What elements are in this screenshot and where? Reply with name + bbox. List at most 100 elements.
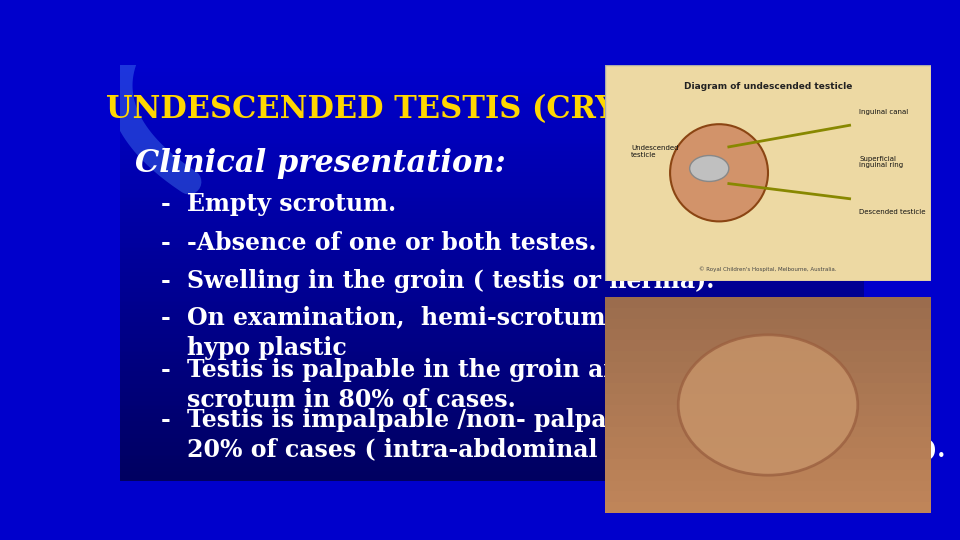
Bar xyxy=(120,69,864,73)
Bar xyxy=(120,98,864,102)
Bar xyxy=(605,394,931,405)
Bar xyxy=(120,173,864,177)
Bar xyxy=(120,273,864,277)
Bar xyxy=(120,306,864,310)
Bar xyxy=(120,360,864,364)
Bar xyxy=(120,206,864,210)
Bar xyxy=(120,168,864,173)
Bar xyxy=(605,308,931,319)
Bar xyxy=(120,102,864,106)
Bar xyxy=(120,244,864,248)
Text: -: - xyxy=(161,358,171,382)
Text: UNDESCENDED TESTIS (CRYPTORCHDISM): UNDESCENDED TESTIS (CRYPTORCHDISM) xyxy=(106,94,878,125)
Bar xyxy=(605,491,931,502)
Bar xyxy=(120,402,864,406)
Bar xyxy=(605,351,931,362)
Bar xyxy=(120,414,864,418)
Bar xyxy=(120,94,864,98)
Bar xyxy=(120,82,864,85)
Bar xyxy=(605,470,931,481)
Bar xyxy=(120,368,864,373)
Bar xyxy=(120,356,864,360)
Bar xyxy=(120,476,864,481)
Bar xyxy=(120,160,864,165)
Bar xyxy=(120,111,864,114)
Bar xyxy=(605,329,931,340)
Bar xyxy=(605,416,931,427)
Text: -: - xyxy=(161,192,171,215)
Bar xyxy=(120,90,864,94)
Bar xyxy=(120,327,864,331)
Bar xyxy=(120,277,864,281)
Bar xyxy=(605,383,931,394)
Bar xyxy=(605,319,931,329)
Bar xyxy=(120,181,864,185)
Text: Descended testicle: Descended testicle xyxy=(859,208,925,215)
Text: © Royal Children's Hospital, Melbourne, Australia.: © Royal Children's Hospital, Melbourne, … xyxy=(699,267,837,272)
Bar xyxy=(120,260,864,265)
Bar xyxy=(120,114,864,119)
Bar xyxy=(120,219,864,223)
Bar xyxy=(120,439,864,443)
Bar xyxy=(120,214,864,219)
Bar xyxy=(120,265,864,268)
Bar xyxy=(120,65,864,69)
Circle shape xyxy=(689,156,729,181)
Bar xyxy=(120,331,864,335)
Text: Empty scrotum.: Empty scrotum. xyxy=(187,192,396,215)
Text: Swelling in the groin ( testis or hernia).: Swelling in the groin ( testis or hernia… xyxy=(187,268,714,293)
Bar xyxy=(120,256,864,260)
Bar xyxy=(120,285,864,289)
Bar xyxy=(120,190,864,194)
Bar xyxy=(120,294,864,298)
Bar xyxy=(120,456,864,460)
Bar xyxy=(120,85,864,90)
Text: Testis is palpable in the groin and fails to comedown to
scrotum in 80% of cases: Testis is palpable in the groin and fail… xyxy=(187,358,920,411)
Bar xyxy=(120,422,864,427)
Bar xyxy=(120,194,864,198)
Bar xyxy=(120,302,864,306)
Bar xyxy=(120,364,864,368)
Bar xyxy=(120,348,864,352)
Bar xyxy=(120,123,864,127)
Text: Superficial
inguinal ring: Superficial inguinal ring xyxy=(859,156,903,168)
Bar xyxy=(120,472,864,476)
Bar xyxy=(120,397,864,402)
Bar xyxy=(605,427,931,437)
Bar xyxy=(120,252,864,256)
Bar xyxy=(120,319,864,322)
Text: Inguinal canal: Inguinal canal xyxy=(859,109,909,116)
Text: On examination,  hemi-scrotum is underdeveloped/
hypo plastic: On examination, hemi-scrotum is underdev… xyxy=(187,306,864,360)
Bar xyxy=(605,362,931,373)
Bar xyxy=(605,373,931,383)
Text: -: - xyxy=(161,408,171,432)
Bar xyxy=(120,314,864,319)
Bar xyxy=(120,281,864,285)
Text: Undescended
testicle: Undescended testicle xyxy=(631,145,679,158)
Bar xyxy=(605,405,931,416)
Bar xyxy=(120,385,864,389)
Bar xyxy=(120,235,864,239)
Bar xyxy=(120,165,864,168)
Bar xyxy=(120,435,864,439)
Bar xyxy=(120,136,864,140)
Bar xyxy=(120,177,864,181)
Bar xyxy=(120,381,864,385)
Bar xyxy=(120,389,864,393)
Bar xyxy=(120,406,864,410)
Bar xyxy=(605,459,931,470)
Bar xyxy=(120,73,864,77)
Bar xyxy=(120,119,864,123)
Bar xyxy=(605,340,931,351)
Bar xyxy=(120,339,864,343)
Bar xyxy=(120,248,864,252)
Bar xyxy=(120,231,864,235)
Bar xyxy=(120,298,864,302)
Bar xyxy=(605,481,931,491)
Bar xyxy=(120,443,864,447)
Bar xyxy=(120,431,864,435)
Bar xyxy=(120,410,864,414)
Text: -Absence of one or both testes.: -Absence of one or both testes. xyxy=(187,231,596,255)
Bar xyxy=(120,335,864,339)
Bar xyxy=(120,393,864,397)
